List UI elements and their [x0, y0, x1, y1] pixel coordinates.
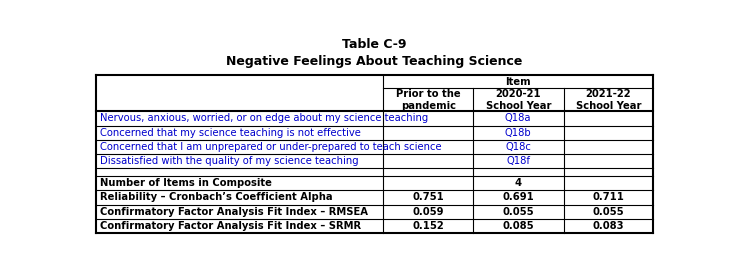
Text: 2020-21
School Year: 2020-21 School Year	[485, 89, 551, 111]
Text: 0.083: 0.083	[593, 221, 624, 231]
Text: 0.152: 0.152	[412, 221, 444, 231]
Text: 0.691: 0.691	[503, 192, 534, 202]
Text: Concerned that I am unprepared or under-prepared to teach science: Concerned that I am unprepared or under-…	[100, 142, 442, 152]
Text: Nervous, anxious, worried, or on edge about my science teaching: Nervous, anxious, worried, or on edge ab…	[100, 114, 428, 123]
Text: Q18c: Q18c	[505, 142, 531, 152]
Text: Reliability – Cronbach’s Coefficient Alpha: Reliability – Cronbach’s Coefficient Alp…	[100, 192, 333, 202]
Text: Negative Feelings About Teaching Science: Negative Feelings About Teaching Science	[227, 55, 523, 68]
Text: Confirmatory Factor Analysis Fit Index – SRMR: Confirmatory Factor Analysis Fit Index –…	[100, 221, 361, 231]
Text: 0.085: 0.085	[503, 221, 534, 231]
Text: Item: Item	[505, 77, 531, 87]
Text: 0.055: 0.055	[503, 207, 534, 217]
Text: 4: 4	[515, 178, 522, 188]
Text: 2021-22
School Year: 2021-22 School Year	[576, 89, 641, 111]
Text: Q18b: Q18b	[505, 128, 531, 138]
Text: Prior to the
pandemic: Prior to the pandemic	[396, 89, 461, 111]
Text: Q18f: Q18f	[506, 156, 530, 166]
Text: 0.055: 0.055	[593, 207, 624, 217]
Text: Table C-9: Table C-9	[342, 38, 407, 51]
Text: 0.751: 0.751	[412, 192, 444, 202]
Text: Q18a: Q18a	[505, 114, 531, 123]
Text: 0.711: 0.711	[593, 192, 624, 202]
Text: 0.059: 0.059	[412, 207, 444, 217]
Text: Number of Items in Composite: Number of Items in Composite	[100, 178, 272, 188]
Text: Dissatisfied with the quality of my science teaching: Dissatisfied with the quality of my scie…	[100, 156, 358, 166]
Text: Confirmatory Factor Analysis Fit Index – RMSEA: Confirmatory Factor Analysis Fit Index –…	[100, 207, 368, 217]
Text: Concerned that my science teaching is not effective: Concerned that my science teaching is no…	[100, 128, 360, 138]
